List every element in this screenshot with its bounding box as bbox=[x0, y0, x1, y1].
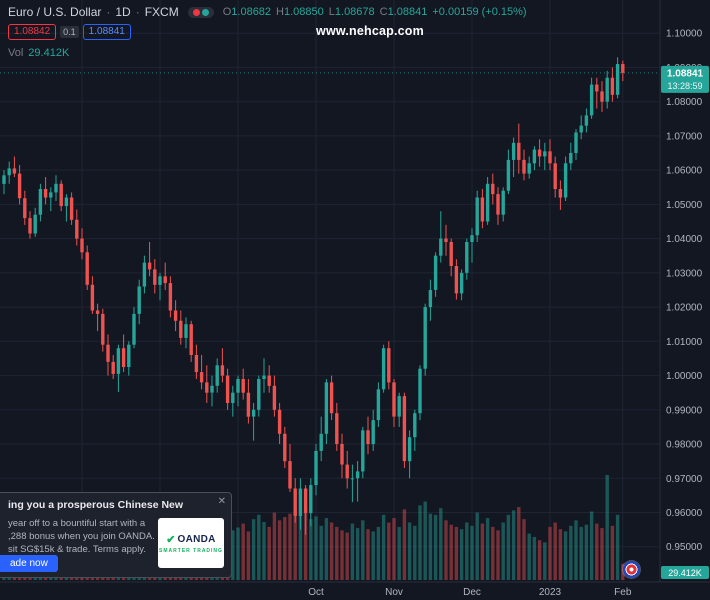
ad-body-line: sit SG$15k & trade. Terms apply. bbox=[8, 544, 146, 555]
svg-text:13:28:59: 13:28:59 bbox=[667, 81, 702, 91]
watermark: www.nehcap.com bbox=[316, 24, 424, 38]
svg-text:1.04000: 1.04000 bbox=[666, 234, 703, 245]
svg-text:0.96000: 0.96000 bbox=[666, 508, 703, 519]
svg-text:0.98000: 0.98000 bbox=[666, 440, 703, 451]
svg-text:1.08000: 1.08000 bbox=[666, 97, 703, 108]
svg-text:1.06000: 1.06000 bbox=[666, 166, 703, 177]
svg-text:2023: 2023 bbox=[539, 587, 562, 598]
svg-text:1.07000: 1.07000 bbox=[666, 131, 703, 142]
separator: · bbox=[135, 5, 140, 19]
ad-body-line: year off to a bountiful start with a bbox=[8, 518, 146, 529]
svg-text:29.412K: 29.412K bbox=[668, 568, 702, 578]
legend-row-ohlc: Euro / U.S. Dollar · 1D · FXCM O 1.08682 … bbox=[8, 5, 527, 19]
svg-text:Oct: Oct bbox=[308, 587, 324, 598]
open-label: O bbox=[222, 6, 232, 18]
svg-text:Nov: Nov bbox=[385, 587, 403, 598]
svg-text:0.97000: 0.97000 bbox=[666, 474, 703, 485]
svg-text:0.99000: 0.99000 bbox=[666, 405, 703, 416]
close-value: 1.08841 bbox=[387, 6, 428, 18]
high-label: H bbox=[276, 6, 284, 18]
oanda-logo-card: ✔ OANDA SMARTER TRADING bbox=[158, 518, 224, 568]
low-label: L bbox=[328, 6, 335, 18]
change-value: +0.00159 (+0.15%) bbox=[432, 6, 527, 18]
spread-value: 0.1 bbox=[60, 26, 79, 38]
svg-text:1.10000: 1.10000 bbox=[666, 29, 703, 40]
low-value: 1.08678 bbox=[334, 6, 375, 18]
legend-row-volume: Vol 29.412K bbox=[8, 47, 527, 59]
ad-body-line: ,288 bonus when you join OANDA. bbox=[8, 531, 155, 542]
oanda-logo-row: ✔ OANDA bbox=[166, 533, 215, 546]
symbol-title[interactable]: Euro / U.S. Dollar bbox=[8, 5, 102, 19]
svg-text:1.01000: 1.01000 bbox=[666, 337, 703, 348]
svg-text:1.00000: 1.00000 bbox=[666, 371, 703, 382]
svg-text:0.95000: 0.95000 bbox=[666, 542, 703, 553]
ad-popup: ✕ ing you a prosperous Chinese New year … bbox=[0, 492, 232, 578]
time-axis[interactable] bbox=[0, 582, 710, 600]
market-status-toggle[interactable] bbox=[187, 6, 214, 18]
buy-button[interactable]: 1.08841 bbox=[82, 24, 131, 40]
oanda-logo-mark-icon: ✔ bbox=[166, 533, 176, 546]
exchange-label[interactable]: FXCM bbox=[144, 5, 179, 19]
interval-label[interactable]: 1D bbox=[115, 5, 131, 19]
close-label: C bbox=[379, 6, 388, 18]
high-pair: H 1.08850 bbox=[276, 6, 324, 18]
svg-text:1.02000: 1.02000 bbox=[666, 303, 703, 314]
svg-text:1.08841: 1.08841 bbox=[667, 68, 704, 79]
green-dot-icon bbox=[201, 8, 209, 16]
svg-text:Dec: Dec bbox=[463, 587, 481, 598]
ad-body: year off to a bountiful start with a ,28… bbox=[8, 517, 158, 556]
oanda-tagline: SMARTER TRADING bbox=[159, 547, 223, 554]
site-logo-icon bbox=[623, 561, 640, 578]
volume-label: Vol bbox=[8, 47, 24, 59]
price-axis[interactable] bbox=[660, 0, 710, 582]
ad-title: ing you a prosperous Chinese New bbox=[8, 499, 184, 511]
high-value: 1.08850 bbox=[284, 6, 324, 18]
red-dot-icon bbox=[192, 8, 200, 16]
symbol-legend: Euro / U.S. Dollar · 1D · FXCM O 1.08682 … bbox=[8, 5, 527, 59]
close-pair: C 1.08841 bbox=[380, 6, 428, 18]
oanda-brand-text: OANDA bbox=[177, 533, 216, 545]
legend-row-trade: 1.08842 0.1 1.08841 bbox=[8, 24, 527, 40]
close-icon[interactable]: ✕ bbox=[217, 496, 226, 507]
open-pair: O 1.08682 bbox=[223, 6, 271, 18]
svg-text:1.05000: 1.05000 bbox=[666, 200, 703, 211]
svg-text:Feb: Feb bbox=[614, 587, 632, 598]
volume-value: 29.412K bbox=[28, 47, 70, 59]
svg-text:1.03000: 1.03000 bbox=[666, 268, 703, 279]
low-pair: L 1.08678 bbox=[329, 6, 375, 18]
ad-cta-button[interactable]: ade now bbox=[0, 555, 58, 572]
sell-button[interactable]: 1.08842 bbox=[8, 24, 57, 40]
open-value: 1.08682 bbox=[231, 6, 272, 18]
separator: · bbox=[106, 5, 111, 19]
